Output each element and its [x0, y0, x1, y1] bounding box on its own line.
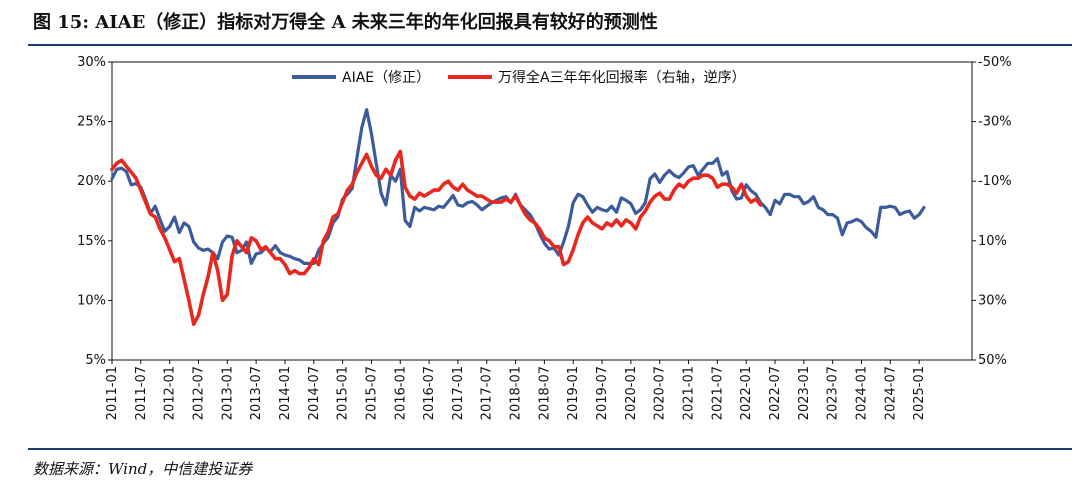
x-tick-label: 2019-07 — [595, 366, 610, 420]
x-tick-label: 2012-07 — [191, 366, 206, 420]
x-tick-label: 2024-01 — [854, 366, 869, 420]
chart-title: 图 15: AIAE（修正）指标对万得全 A 未来三年的年化回报具有较好的预测性 — [33, 12, 658, 33]
x-tick-label: 2024-07 — [883, 366, 898, 420]
left-tick-label: 5% — [85, 353, 106, 368]
x-tick-label: 2017-01 — [451, 366, 466, 420]
left-tick-label: 25% — [77, 115, 106, 130]
right-tick-label: 30% — [978, 293, 1007, 308]
x-tick-label: 2014-07 — [307, 366, 322, 420]
left-tick-label: 10% — [77, 293, 106, 308]
x-tick-label: 2023-07 — [826, 366, 841, 420]
x-tick-label: 2014-01 — [278, 366, 293, 420]
title-rule — [28, 44, 1072, 46]
right-tick-label: -10% — [978, 174, 1012, 189]
x-tick-label: 2020-07 — [653, 366, 668, 420]
x-tick-label: 2016-01 — [393, 366, 408, 420]
x-tick-label: 2016-07 — [422, 366, 437, 420]
x-tick-label: 2018-01 — [509, 366, 524, 420]
right-tick-label: -30% — [978, 115, 1012, 130]
footer-rule — [28, 448, 1072, 450]
x-tick-label: 2020-01 — [624, 366, 639, 420]
chart-canvas: 5% 10% 15% 20% 25% 30% -50% -30% -10% 10% 30% 50% 20… — [77, 55, 1012, 420]
x-tick-label: 2012-01 — [163, 366, 178, 420]
left-tick-label: 20% — [77, 174, 106, 189]
x-tick-label: 2013-07 — [249, 366, 264, 420]
left-tick-label: 15% — [77, 234, 106, 249]
x-tick-label: 2018-07 — [537, 366, 552, 420]
x-tick-label: 2015-01 — [336, 366, 351, 420]
legend-label-returns: 万得全A三年年化回报率（右轴，逆序） — [498, 69, 746, 86]
x-tick-label: 2022-07 — [768, 366, 783, 420]
right-tick-label: 10% — [978, 234, 1007, 249]
aiae-series-line — [110, 108, 926, 265]
left-tick-label: 30% — [77, 55, 106, 70]
x-tick-label: 2017-07 — [480, 366, 495, 420]
x-tick-label: 2011-01 — [105, 366, 120, 420]
right-tick-label: 50% — [978, 353, 1007, 368]
x-tick-label: 2019-01 — [566, 366, 581, 420]
x-tick-label: 2021-07 — [710, 366, 725, 420]
x-tick-label: 2015-07 — [364, 366, 379, 420]
x-tick-label: 2011-07 — [134, 366, 149, 420]
x-tick-label: 2023-01 — [797, 366, 812, 420]
x-tick-label: 2013-01 — [220, 366, 235, 420]
x-tick-label: 2025-01 — [912, 366, 927, 420]
x-tick-label: 2022-01 — [739, 366, 754, 420]
source-note: 数据来源：Wind，中信建投证券 — [33, 460, 253, 478]
legend-label-aiae: AIAE（修正） — [342, 70, 430, 86]
returns-series-line — [110, 149, 763, 327]
right-tick-label: -50% — [978, 55, 1012, 70]
x-tick-label: 2021-01 — [682, 366, 697, 420]
